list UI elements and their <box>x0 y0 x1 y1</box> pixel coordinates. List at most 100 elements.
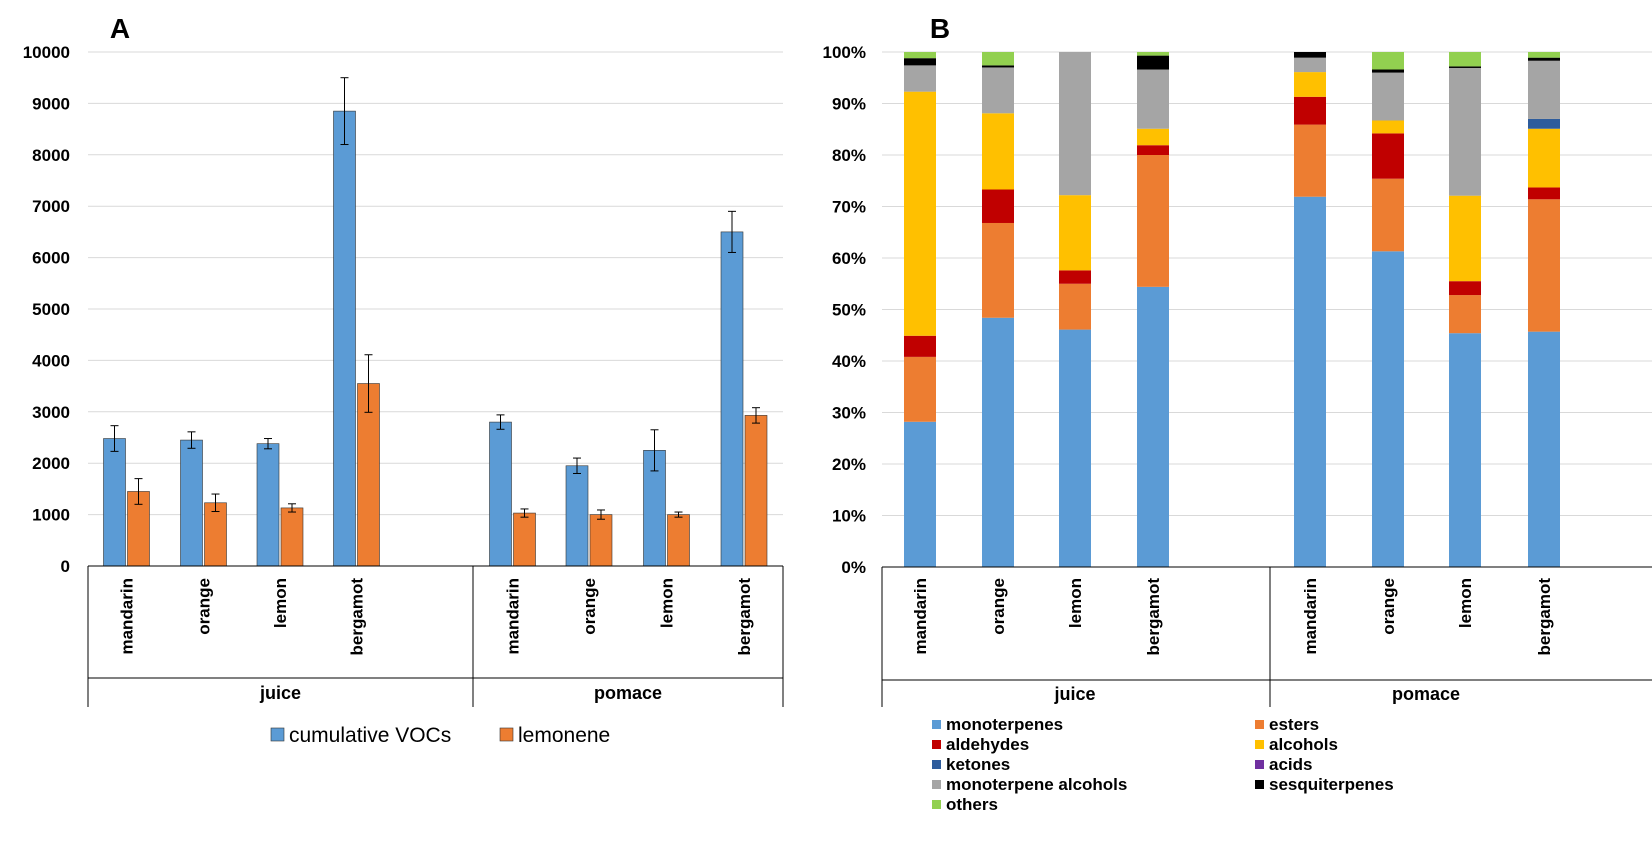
panel-b-bar-segment-esters <box>982 222 1014 318</box>
panel-b-bar-segment-monoterpenes <box>1449 333 1481 567</box>
panel-a-category-label: bergamot <box>735 578 754 656</box>
panel-b-bar-segment-alcohols <box>1449 195 1481 282</box>
panel-b-chart: B 0% 10% 20% 30% 40% 50% 60% 70% 80% 90% 100% mand… <box>823 13 1652 814</box>
panel-a-bars <box>103 77 768 567</box>
panel-b-y-tick-label: 70% <box>832 198 866 217</box>
panel-a-bar-cumulative-vocs <box>720 231 744 567</box>
panel-b-bar-segment-monoterpene-alcohols <box>1294 57 1326 73</box>
panel-b-legend-swatch <box>932 780 941 789</box>
panel-b-bar-segment-aldehydes <box>1059 270 1091 284</box>
panel-a-legend-swatch <box>499 727 514 742</box>
panel-a-y-tick-labels: 0 1000 2000 3000 4000 5000 6000 7000 8000 9000 100… <box>23 43 70 576</box>
panel-a-bar-lemonene <box>513 512 536 567</box>
panel-a-y-tick-label: 4000 <box>32 351 70 370</box>
panel-a-group-label: juice <box>259 683 301 703</box>
panel-b-group-label: pomace <box>1392 684 1460 704</box>
panel-a-legend-label: lemonene <box>518 724 610 747</box>
panel-a-bar-cumulative-vocs <box>180 439 203 567</box>
panel-b-category-label: mandarin <box>1301 578 1320 655</box>
panel-b-legend-swatch <box>932 720 941 729</box>
panel-a-category-label: orange <box>580 578 599 635</box>
panel-a-category-label: bergamot <box>348 578 367 656</box>
panel-a-error-bar <box>110 425 119 452</box>
panel-a-error-bar <box>288 503 296 513</box>
panel-a-category-label: lemon <box>271 578 290 628</box>
panel-b-bar-segment-sesquiterpenes <box>904 58 936 66</box>
panel-b-bar-segment-alcohols <box>904 91 936 336</box>
panel-a-category-label: lemon <box>658 578 677 628</box>
panel-a-bar-lemonene <box>204 502 227 567</box>
panel-b-bar-segment-monoterpene-alcohols <box>1059 52 1091 196</box>
panel-b-bar-segment-others <box>982 52 1014 66</box>
panel-b-legend-swatch <box>932 800 941 809</box>
panel-b-bar-segment-monoterpenes <box>1137 286 1169 567</box>
panel-b-bar-segment-esters <box>1294 124 1326 197</box>
panel-b-legend-label: sesquiterpenes <box>1269 775 1394 794</box>
panel-b-legend-label: esters <box>1269 715 1319 734</box>
panel-b-bar-segment-monoterpene-alcohols <box>904 65 936 92</box>
panel-b-bar-segment-aldehydes <box>1294 96 1326 125</box>
panel-b-bar-segment-monoterpenes <box>904 421 936 567</box>
panel-b-category-label: bergamot <box>1535 578 1554 656</box>
panel-a-category-label: mandarin <box>118 578 137 655</box>
panel-a-error-bar <box>496 414 505 430</box>
panel-a-label: A <box>110 13 130 44</box>
panel-b-bar-segment-alcohols <box>1528 128 1560 188</box>
panel-b-category-label: bergamot <box>1144 578 1163 656</box>
panel-a-y-tick-label: 7000 <box>32 197 70 216</box>
panel-b-category-axis: mandarin orange lemon bergamot juice mandarin… <box>881 566 1652 707</box>
panel-b-bar-segment-alcohols <box>1137 128 1169 146</box>
panel-b-y-tick-label: 60% <box>832 249 866 268</box>
panel-a-y-tick-label: 9000 <box>32 94 70 113</box>
panel-a-error-bar <box>340 77 349 146</box>
panel-b-bar-segment-sesquiterpenes <box>1372 69 1404 73</box>
panel-b-bar-segment-monoterpene-alcohols <box>1449 67 1481 196</box>
panel-b-legend-swatch <box>1255 760 1264 769</box>
panel-b-legend-label: monoterpenes <box>946 715 1063 734</box>
panel-b-bar-segment-alcohols <box>1372 120 1404 134</box>
panel-a-error-bar <box>364 354 373 413</box>
panel-b-y-tick-label: 0% <box>841 558 866 577</box>
panel-b-legend-label: others <box>946 795 998 814</box>
panel-b-stacked-bars <box>904 52 1560 567</box>
panel-a-error-bar <box>264 438 272 450</box>
panel-b-y-tick-label: 20% <box>832 455 866 474</box>
panel-b-bar-segment-monoterpene-alcohols <box>982 67 1014 114</box>
panel-b-legend-swatch <box>932 740 941 749</box>
panel-a-category-label: orange <box>195 578 214 635</box>
panel-b-bar-segment-aldehydes <box>1372 133 1404 179</box>
panel-b-bar-segment-others <box>1372 52 1404 70</box>
panel-a-y-tick-label: 2000 <box>32 454 70 473</box>
panel-a-y-tick-label: 5000 <box>32 300 70 319</box>
panel-b-label: B <box>930 13 950 44</box>
panel-b-bar-segment-aldehydes <box>1137 145 1169 155</box>
panel-b-legend-swatch <box>932 760 941 769</box>
panel-b-y-tick-label: 100% <box>823 43 866 62</box>
panel-b-y-tick-labels: 0% 10% 20% 30% 40% 50% 60% 70% 80% 90% 100% <box>823 43 866 577</box>
panel-a-bar-cumulative-vocs <box>333 110 356 567</box>
panel-b-bar-segment-esters <box>1528 199 1560 332</box>
panel-a-bar-cumulative-vocs <box>103 438 126 567</box>
panel-a-bar-lemonene <box>280 507 304 567</box>
panel-b-legend-label: acids <box>1269 755 1312 774</box>
panel-b-bar-segment-esters <box>1449 295 1481 334</box>
panel-b-legend-label: ketones <box>946 755 1010 774</box>
panel-a-y-tick-label: 10000 <box>23 43 70 62</box>
panel-a-y-tick-label: 0 <box>61 557 70 576</box>
panel-a-bar-lemonene <box>589 514 613 567</box>
panel-a-error-bar <box>187 431 196 449</box>
panel-b-y-tick-label: 40% <box>832 352 866 371</box>
panel-a-y-tick-label: 3000 <box>32 403 70 422</box>
panel-b-bar-segment-monoterpenes <box>1294 196 1326 567</box>
panel-b-bar-segment-monoterpenes <box>1059 329 1091 567</box>
panel-a-error-bar <box>520 508 529 518</box>
panel-a-error-bar <box>728 210 736 253</box>
panel-b-bar-segment-aldehydes <box>904 335 936 357</box>
panel-a-bar-lemonene <box>744 415 768 567</box>
panel-b-y-tick-label: 80% <box>832 146 866 165</box>
panel-b-category-label: orange <box>989 578 1008 635</box>
panel-b-legend-label: alcohols <box>1269 735 1338 754</box>
panel-b-legend-label: monoterpene alcohols <box>946 775 1127 794</box>
panel-a-y-tick-label: 1000 <box>32 506 70 525</box>
